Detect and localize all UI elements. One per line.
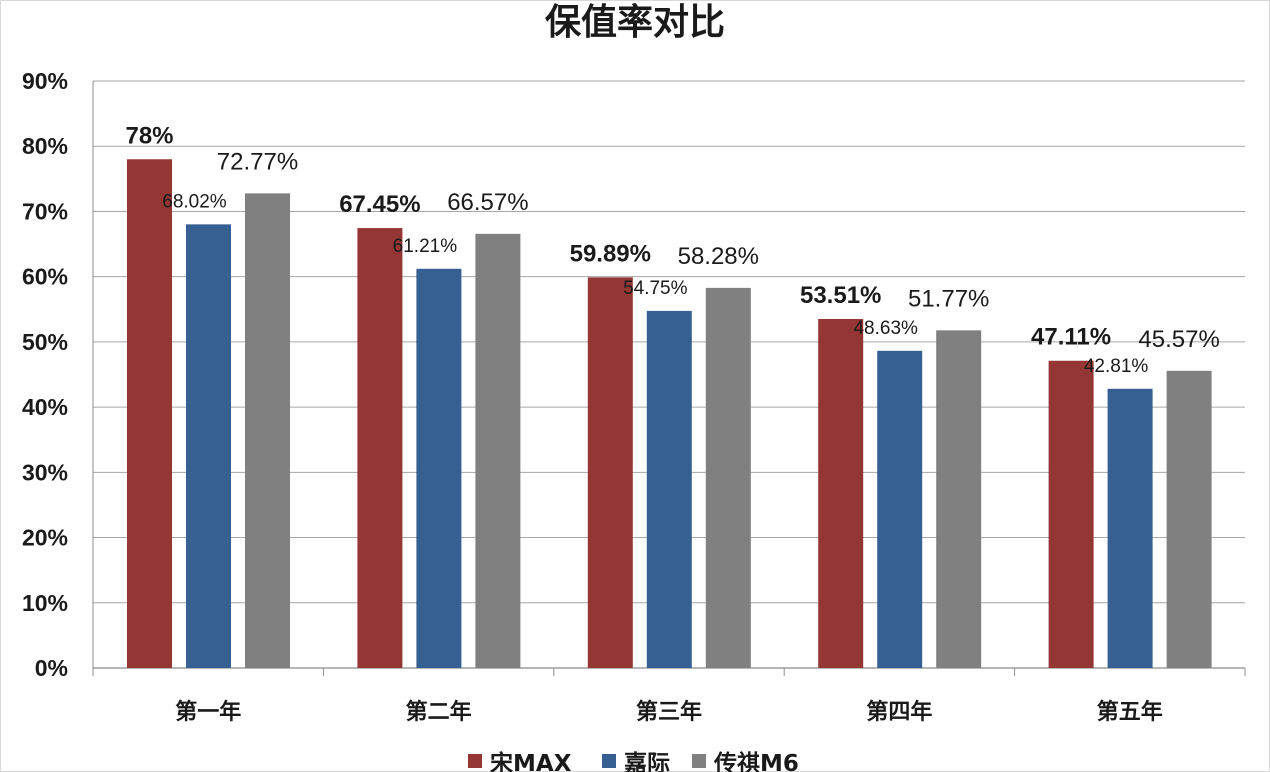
bar: [1107, 388, 1153, 668]
data-label: 42.81%: [1084, 356, 1149, 377]
x-tick-label: 第一年: [175, 699, 241, 725]
x-tick-label: 第四年: [866, 699, 932, 725]
data-label: 66.57%: [447, 189, 528, 216]
bar: [705, 287, 751, 668]
bar: [936, 330, 982, 668]
x-tick-label: 第三年: [636, 699, 702, 725]
legend-label: 嘉际: [624, 751, 670, 772]
legend-swatch: [602, 754, 616, 768]
y-tick-label: 40%: [22, 394, 68, 420]
bar: [646, 310, 692, 668]
bar: [245, 193, 290, 669]
bar: [1048, 360, 1094, 668]
data-label: 53.51%: [800, 282, 881, 309]
data-label: 58.28%: [678, 243, 759, 270]
data-label: 72.77%: [217, 148, 298, 175]
y-tick-label: 60%: [22, 264, 68, 290]
legend-label: 传祺M6: [713, 750, 799, 772]
bar: [475, 233, 521, 668]
bar: [416, 268, 462, 668]
legend-swatch: [468, 754, 482, 768]
legend-label: 宋MAX: [490, 750, 572, 772]
data-label: 45.57%: [1138, 326, 1219, 353]
data-label: 51.77%: [908, 285, 989, 312]
y-tick-label: 80%: [22, 133, 68, 159]
data-label: 68.02%: [162, 191, 227, 212]
y-tick-label: 70%: [22, 198, 68, 224]
bar: [877, 350, 923, 668]
data-label: 48.63%: [853, 318, 918, 339]
x-tick-label: 第五年: [1097, 699, 1163, 725]
x-tick-label: 第二年: [406, 699, 472, 725]
bar: [1166, 370, 1212, 668]
chart-title: 保值率对比: [544, 2, 725, 43]
data-label: 61.21%: [393, 236, 458, 257]
bar: [186, 224, 231, 668]
y-tick-label: 20%: [22, 525, 68, 551]
bar: [357, 228, 403, 668]
data-label: 78%: [125, 122, 173, 149]
bar: [587, 277, 633, 668]
data-label: 59.89%: [570, 240, 651, 267]
y-tick-label: 30%: [22, 459, 68, 485]
y-tick-label: 50%: [22, 329, 68, 355]
data-label: 67.45%: [339, 191, 420, 218]
bar: [818, 318, 864, 668]
data-label: 47.11%: [1031, 324, 1111, 351]
legend-swatch: [692, 754, 706, 768]
y-tick-label: 90%: [22, 68, 68, 94]
data-label: 54.75%: [623, 278, 688, 299]
bar: [127, 159, 172, 668]
y-tick-label: 10%: [22, 590, 68, 616]
y-tick-label: 0%: [35, 655, 68, 681]
